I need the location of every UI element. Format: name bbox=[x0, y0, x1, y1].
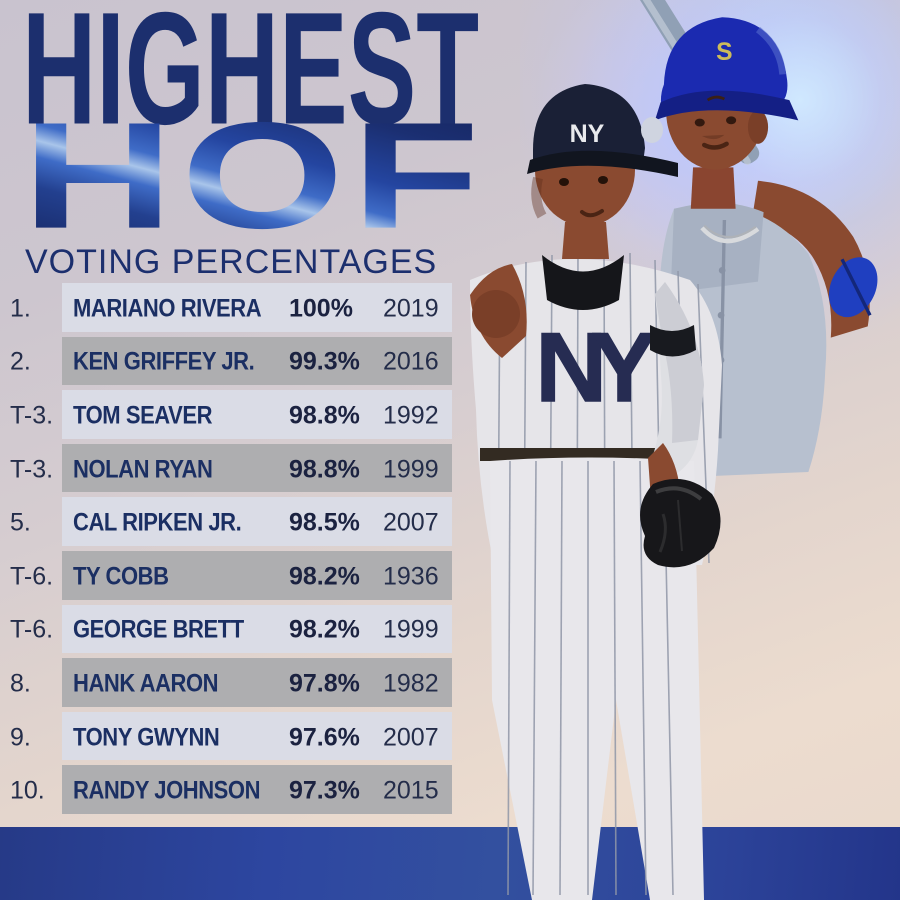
svg-text:NY: NY bbox=[570, 120, 605, 148]
svg-text:S: S bbox=[716, 39, 732, 66]
